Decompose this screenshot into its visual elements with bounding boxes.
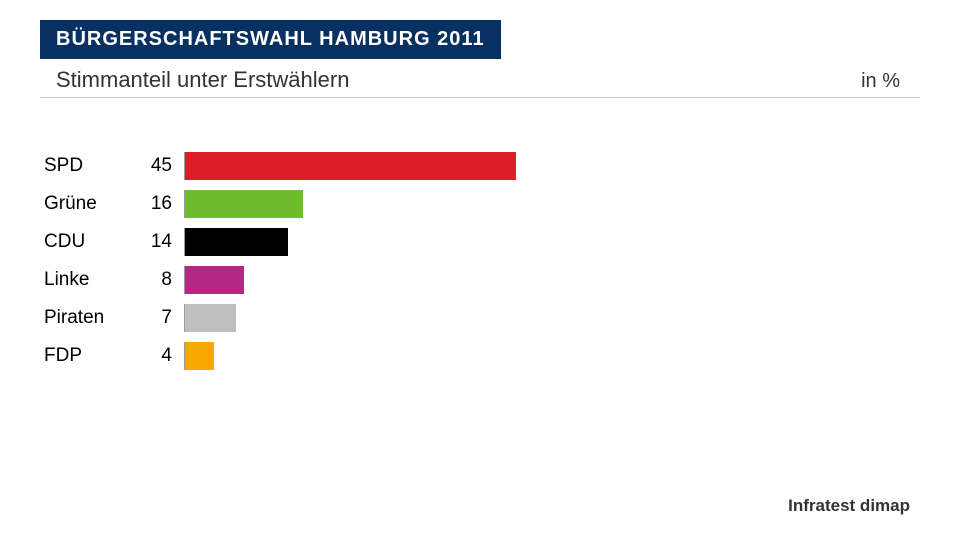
chart-area: SPD 45 Grüne 16 CDU 14 Linke 8 (40, 148, 920, 374)
party-label: Piraten (40, 307, 132, 329)
subtitle-text: Stimmanteil unter Erstwählern (56, 67, 349, 93)
value-label: 4 (132, 345, 184, 367)
bar-container (184, 304, 920, 332)
subtitle-row: Stimmanteil unter Erstwählern in % (40, 59, 920, 98)
value-label: 7 (132, 307, 184, 329)
bar-container (184, 228, 920, 256)
bar-cdu (185, 228, 288, 256)
bar-row-fdp: FDP 4 (40, 338, 920, 374)
bar-linke (185, 266, 244, 294)
party-label: Linke (40, 269, 132, 291)
party-label: SPD (40, 155, 132, 177)
bar-container (184, 190, 920, 218)
bar-row-gruene: Grüne 16 (40, 186, 920, 222)
party-label: CDU (40, 231, 132, 253)
bar-gruene (185, 190, 303, 218)
bar-row-spd: SPD 45 (40, 148, 920, 184)
bar-piraten (185, 304, 236, 332)
bar-container (184, 342, 920, 370)
bar-row-cdu: CDU 14 (40, 224, 920, 260)
bar-row-linke: Linke 8 (40, 262, 920, 298)
value-label: 16 (132, 193, 184, 215)
header-title: BÜRGERSCHAFTSWAHL HAMBURG 2011 (56, 28, 485, 50)
party-label: FDP (40, 345, 132, 367)
value-label: 14 (132, 231, 184, 253)
unit-label: in % (861, 70, 920, 93)
value-label: 8 (132, 269, 184, 291)
bar-spd (185, 152, 516, 180)
chart-container: BÜRGERSCHAFTSWAHL HAMBURG 2011 Stimmante… (0, 0, 960, 544)
party-label: Grüne (40, 193, 132, 215)
header-banner: BÜRGERSCHAFTSWAHL HAMBURG 2011 (40, 20, 501, 59)
footer-credit: Infratest dimap (788, 496, 910, 516)
bar-container (184, 266, 920, 294)
bar-container (184, 152, 920, 180)
bar-fdp (185, 342, 214, 370)
bar-row-piraten: Piraten 7 (40, 300, 920, 336)
value-label: 45 (132, 155, 184, 177)
